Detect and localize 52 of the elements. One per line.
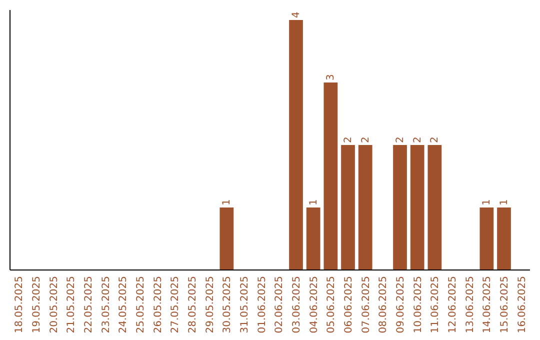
- x-tick-label: 26.05.2025: [152, 276, 164, 334]
- bar: [324, 82, 338, 270]
- x-tick-label: 01.06.2025: [256, 276, 268, 334]
- data-label: 2: [360, 136, 372, 143]
- x-tick-label: 30.05.2025: [222, 276, 234, 334]
- bar: [358, 145, 372, 270]
- data-label: 1: [308, 199, 320, 206]
- x-tick-label: 02.06.2025: [274, 276, 286, 334]
- data-label: 2: [412, 136, 424, 143]
- x-tick-label: 29.05.2025: [204, 276, 216, 334]
- data-label: 3: [326, 74, 337, 80]
- bar: [306, 208, 320, 270]
- x-tick-label: 15.06.2025: [500, 276, 510, 334]
- data-label: 1: [482, 199, 493, 206]
- bar: [289, 20, 303, 270]
- data-label: 1: [222, 199, 233, 206]
- x-tick-label: 14.06.2025: [482, 276, 494, 334]
- x-tick-label: 09.06.2025: [396, 276, 406, 334]
- x-tick-label: 19.05.2025: [32, 276, 42, 334]
- x-tick-label: 25.05.2025: [136, 276, 146, 334]
- bar: [428, 145, 442, 270]
- x-tick-label: 21.05.2025: [66, 276, 78, 334]
- x-tick-label: 27.05.2025: [170, 276, 182, 334]
- bar: [480, 208, 494, 270]
- x-tick-label: 06.06.2025: [344, 276, 354, 334]
- data-label: 1: [499, 199, 510, 206]
- x-tick-label: 07.06.2025: [360, 276, 372, 334]
- data-label: 4: [291, 12, 302, 18]
- x-tick-label: 28.05.2025: [188, 276, 198, 334]
- x-tick-label: 22.05.2025: [84, 276, 94, 334]
- bar: [393, 145, 407, 270]
- x-tick-label: 20.05.2025: [48, 276, 60, 334]
- x-tick-label: 23.05.2025: [100, 276, 112, 334]
- x-tick-label: 10.06.2025: [412, 276, 424, 334]
- bar: [497, 208, 511, 270]
- x-tick-label: 03.06.2025: [292, 276, 302, 334]
- bar: [410, 145, 424, 270]
- data-label: 2: [395, 136, 406, 143]
- data-label: 2: [343, 136, 354, 143]
- data-label: 2: [430, 136, 441, 143]
- x-tick-label: 05.06.2025: [326, 276, 338, 334]
- x-tick-label: 24.05.2025: [118, 276, 130, 334]
- bar: [220, 208, 234, 270]
- x-tick-label: 11.06.2025: [430, 276, 442, 334]
- bar: [341, 145, 355, 270]
- x-tick-label: 18.05.2025: [14, 276, 26, 334]
- x-tick-label: 04.06.2025: [308, 276, 320, 334]
- x-tick-label: 16.06.2025: [516, 276, 528, 334]
- x-tick-label: 31.05.2025: [240, 276, 250, 334]
- x-tick-label: 13.06.2025: [464, 276, 476, 334]
- x-tick-label: 12.06.2025: [448, 276, 458, 334]
- x-tick-label: 08.06.2025: [378, 276, 390, 334]
